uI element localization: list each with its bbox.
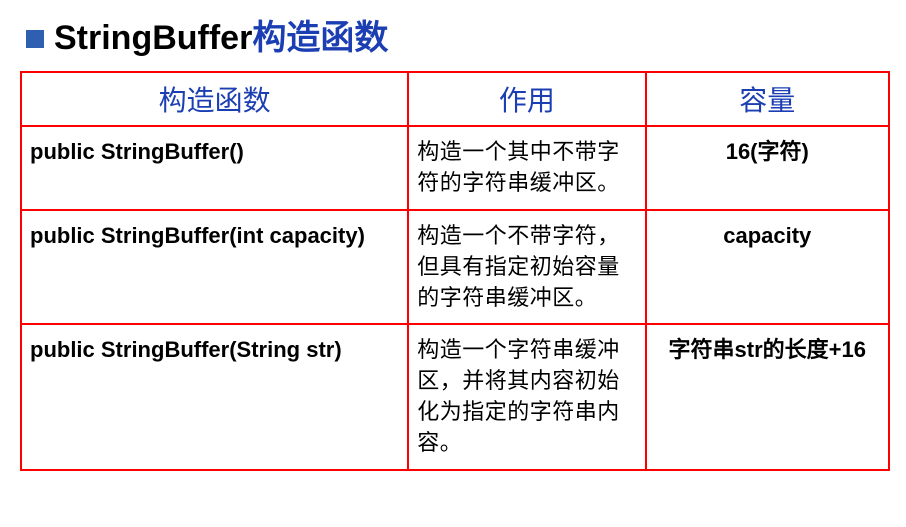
table-row: public StringBuffer(int capacity) 构造一个不带… xyxy=(21,210,889,324)
cell-capacity: capacity xyxy=(646,210,889,324)
cell-effect: 构造一个其中不带字符的字符串缓冲区。 xyxy=(408,126,645,210)
heading-text: StringBuffer构造函数 xyxy=(54,20,388,57)
cell-effect: 构造一个字符串缓冲区，并将其内容初始化为指定的字符串内容。 xyxy=(408,324,645,469)
header-constructor: 构造函数 xyxy=(21,72,408,126)
cell-constructor: public StringBuffer(String str) xyxy=(21,324,408,469)
table-row: public StringBuffer(String str) 构造一个字符串缓… xyxy=(21,324,889,469)
table-row: public StringBuffer() 构造一个其中不带字符的字符串缓冲区。… xyxy=(21,126,889,210)
header-capacity: 容量 xyxy=(646,72,889,126)
heading-prefix: StringBuffer xyxy=(54,19,252,57)
heading-bullet xyxy=(26,30,44,48)
cell-capacity: 16(字符) xyxy=(646,126,889,210)
header-effect: 作用 xyxy=(408,72,645,126)
table-header-row: 构造函数 作用 容量 xyxy=(21,72,889,126)
cell-constructor: public StringBuffer(int capacity) xyxy=(21,210,408,324)
page-heading: StringBuffer构造函数 xyxy=(18,20,888,57)
cell-capacity: 字符串str的长度+16 xyxy=(646,324,889,469)
heading-suffix: 构造函数 xyxy=(252,19,388,57)
constructors-table: 构造函数 作用 容量 public StringBuffer() 构造一个其中不… xyxy=(20,71,890,470)
cell-constructor: public StringBuffer() xyxy=(21,126,408,210)
cell-effect: 构造一个不带字符，但具有指定初始容量的字符串缓冲区。 xyxy=(408,210,645,324)
